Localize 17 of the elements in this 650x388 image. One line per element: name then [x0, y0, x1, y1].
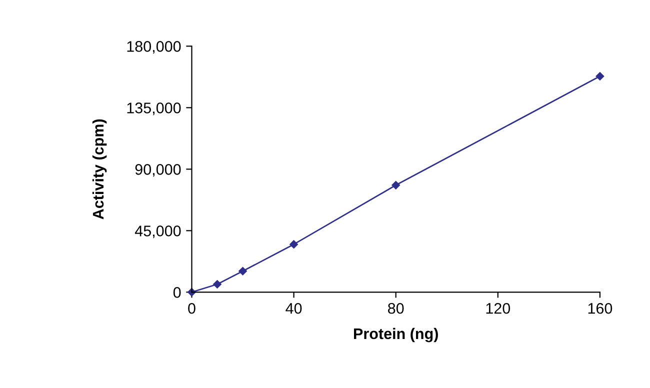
y-tick-label: 45,000	[134, 226, 181, 238]
x-tick-label: 40	[286, 302, 302, 314]
y-tick-label: 180,000	[127, 41, 181, 54]
point	[392, 181, 400, 190]
point	[290, 240, 298, 248]
y-tick-label: 135,000	[127, 102, 181, 116]
y-tick-label: 90,000	[135, 164, 181, 177]
x-tick-label: 80	[388, 302, 404, 314]
point	[596, 72, 604, 80]
y-axis-title: Activity (cpm)	[92, 119, 107, 220]
x-tick-label: 160	[588, 302, 612, 314]
x-axis-title: Protein (ng)	[354, 328, 438, 342]
point	[238, 266, 247, 276]
y-tick-label: 0	[173, 287, 181, 298]
x-tick-label: 0	[188, 302, 196, 314]
point	[213, 280, 222, 288]
x-tick-label: 120	[486, 302, 510, 314]
